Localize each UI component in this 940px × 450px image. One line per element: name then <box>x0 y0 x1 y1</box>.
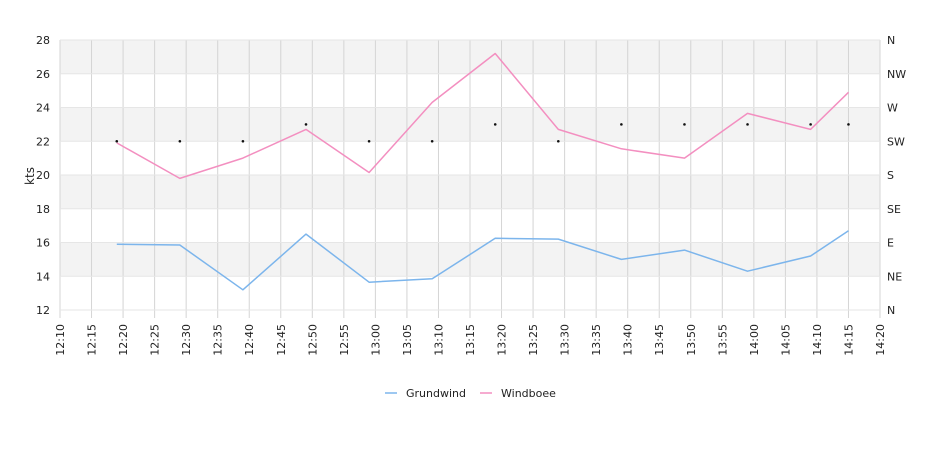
right-tick-label: NE <box>887 270 902 283</box>
x-tick-label: 12:30 <box>180 324 193 356</box>
x-tick-label: 13:45 <box>653 324 666 356</box>
x-tick-label: 12:25 <box>149 324 162 356</box>
direction-marker <box>367 139 371 143</box>
x-tick-label: 13:05 <box>401 324 414 356</box>
direction-marker <box>178 139 182 143</box>
x-tick-label: 12:35 <box>212 324 225 356</box>
series-line-windboee <box>116 52 850 180</box>
x-tick-label: 13:00 <box>369 324 382 356</box>
right-tick-label: W <box>887 102 898 115</box>
right-tick-label: NW <box>887 68 906 81</box>
y-tick-label: 26 <box>36 68 50 81</box>
x-tick-label: 13:20 <box>496 324 509 356</box>
direction-markers <box>115 123 850 143</box>
x-axis-tick-labels: 12:10 12:15 12:20 12:25 12:30 12:35 12:40 12:45… <box>54 324 887 356</box>
y-tick-label: 12 <box>36 304 50 317</box>
horizontal-gridlines <box>60 39 880 311</box>
x-tick-label: 13:35 <box>590 324 603 356</box>
x-tick-label: 12:10 <box>54 324 67 356</box>
direction-marker <box>430 139 434 143</box>
x-tick-label: 14:10 <box>811 324 824 356</box>
direction-marker <box>493 123 497 126</box>
x-tick-label: 12:55 <box>338 324 351 356</box>
direction-marker <box>847 123 850 126</box>
direction-marker <box>115 139 119 143</box>
right-tick-label: N <box>887 304 895 317</box>
x-tick-label: 13:10 <box>432 324 445 356</box>
direction-marker <box>809 123 812 126</box>
right-tick-label: SE <box>887 203 901 216</box>
vertical-gridlines <box>59 40 881 318</box>
x-tick-label: 13:25 <box>527 324 540 356</box>
series-lines <box>116 52 850 291</box>
x-tick-label: 14:20 <box>874 324 887 356</box>
x-tick-label: 14:05 <box>779 324 792 356</box>
x-tick-label: 13:15 <box>464 324 477 356</box>
direction-marker <box>241 139 245 143</box>
x-tick-label: 12:50 <box>306 324 319 356</box>
right-tick-label: SW <box>887 135 905 148</box>
direction-marker <box>557 139 560 143</box>
x-tick-label: 13:50 <box>685 324 698 356</box>
direction-marker <box>304 123 308 126</box>
y-axis-tick-labels: 12 14 16 18 20 22 24 26 28 <box>36 34 50 317</box>
y-axis-title: kts <box>23 167 37 185</box>
x-tick-label: 12:40 <box>243 324 256 356</box>
x-tick-label: 14:00 <box>748 324 761 356</box>
right-tick-label: N <box>887 34 895 47</box>
direction-marker <box>746 123 749 126</box>
right-axis-tick-labels: N NE E SE S SW W NW N <box>887 34 906 317</box>
series-line-grundwind <box>116 230 849 291</box>
y-tick-label: 28 <box>36 34 50 47</box>
direction-marker <box>683 123 686 126</box>
x-tick-label: 13:40 <box>622 324 635 356</box>
x-tick-label: 13:55 <box>716 324 729 356</box>
y-tick-label: 14 <box>36 270 50 283</box>
y-tick-label: 16 <box>36 237 50 250</box>
y-tick-label: 22 <box>36 135 50 148</box>
legend-label: Windboee <box>501 387 556 400</box>
x-tick-label: 12:45 <box>275 324 288 356</box>
x-tick-label: 14:15 <box>842 324 855 356</box>
x-tick-label: 13:30 <box>559 324 572 356</box>
y-tick-label: 20 <box>36 169 50 182</box>
right-tick-label: S <box>887 169 894 182</box>
x-tick-label: 12:15 <box>86 324 99 356</box>
legend: Grundwind Windboee <box>385 387 556 400</box>
direction-marker <box>620 123 623 126</box>
right-tick-label: E <box>887 237 894 250</box>
y-tick-label: 24 <box>36 102 50 115</box>
legend-label: Grundwind <box>406 387 466 400</box>
x-tick-label: 12:20 <box>117 324 130 356</box>
y-tick-label: 18 <box>36 203 50 216</box>
